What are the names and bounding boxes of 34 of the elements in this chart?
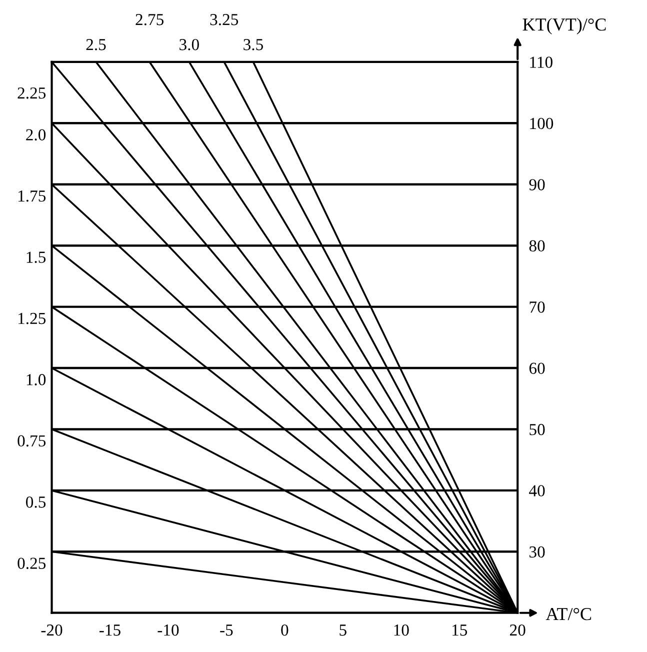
y-tick-label: 40: [529, 485, 545, 496]
annotation: 0.5: [26, 496, 46, 508]
y-tick-label: 110: [530, 56, 552, 68]
x-tick-label: -15: [100, 624, 120, 636]
x-tick-label: 0: [281, 624, 288, 636]
annotation: 3.25: [210, 14, 238, 26]
y-tick-label: 100: [530, 118, 554, 130]
x-tick-label: 5: [340, 624, 346, 636]
annotation: 0.75: [18, 435, 46, 447]
annotation: 1.75: [18, 190, 46, 202]
annotation: 2.75: [136, 14, 164, 26]
x-tick-label: 20: [510, 624, 526, 636]
x-tick-label: -20: [41, 624, 62, 636]
x-tick-label: -5: [220, 624, 233, 636]
annotation: 3.0: [180, 38, 199, 50]
y-axis-title: KT(VT)/°C: [522, 18, 606, 34]
annotation: 0.25: [18, 558, 46, 570]
annotation: 1.0: [26, 374, 46, 386]
x-tick-label: 15: [452, 624, 468, 636]
x-tick-label: 10: [394, 624, 409, 636]
y-tick-label: 50: [530, 424, 545, 436]
y-tick-label: 60: [529, 362, 545, 374]
y-tick-label: 90: [529, 179, 545, 190]
annotation: 1.5: [26, 252, 46, 263]
annotation: 2.5: [86, 39, 106, 50]
annotation: 1.25: [18, 312, 46, 324]
x-tick-label: -10: [158, 624, 179, 636]
y-tick-label: 80: [529, 240, 545, 252]
annotation: 2.25: [18, 87, 46, 99]
y-tick-label: 30: [530, 546, 545, 558]
x-axis-title: AT/°C: [546, 608, 592, 620]
y-tick-label: 70: [530, 302, 545, 313]
annotation: 2.0: [26, 129, 46, 141]
annotation: 3.5: [244, 39, 263, 50]
